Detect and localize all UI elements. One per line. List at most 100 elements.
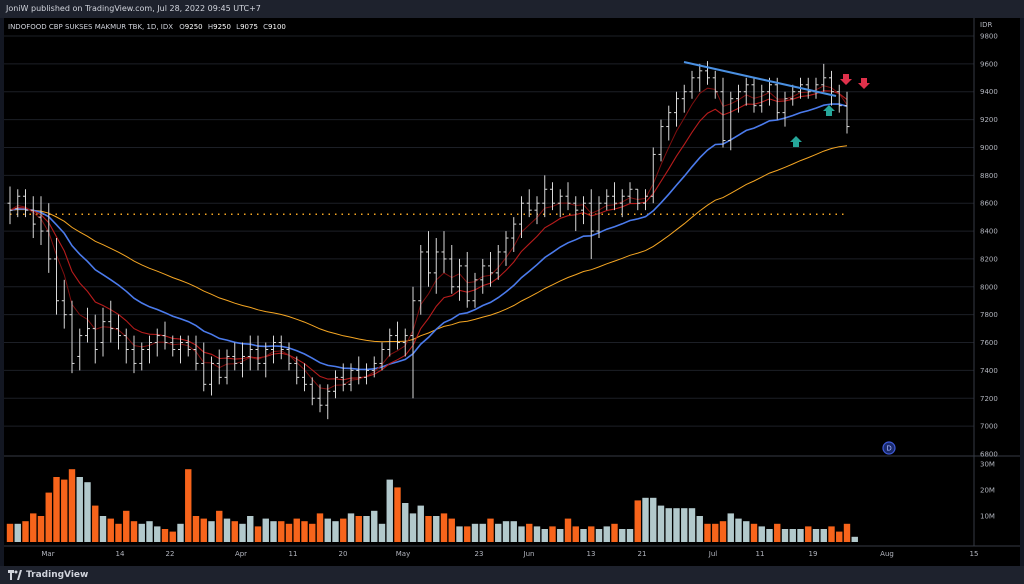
volume-bar xyxy=(37,516,45,542)
volume-bar xyxy=(371,510,378,542)
volume-bar xyxy=(154,526,161,542)
chart-legend[interactable]: INDOFOOD CBP SUKSES MAKMUR TBK, 1D, IDX … xyxy=(8,23,286,31)
volume-bar xyxy=(130,521,138,542)
price-tick-label: 7400 xyxy=(980,367,998,375)
volume-bar xyxy=(704,523,711,542)
chart-frame[interactable]: D INDOFOOD CBP SUKSES MAKMUR TBK, 1D, ID… xyxy=(4,18,1020,566)
volume-bar xyxy=(495,523,502,542)
volume-bar xyxy=(138,523,145,542)
low-label: L xyxy=(236,23,240,31)
brand-name: TradingView xyxy=(26,570,89,580)
volume-bar xyxy=(92,505,99,542)
volume-bar xyxy=(797,529,804,542)
volume-bar xyxy=(99,516,107,542)
close-label: C xyxy=(263,23,268,31)
price-tick-label: 9600 xyxy=(980,60,998,68)
volume-bar xyxy=(564,518,572,542)
volume-bar xyxy=(456,526,463,542)
volume-bar xyxy=(611,523,618,542)
time-tick-label: Jul xyxy=(708,550,718,558)
price-tick-label: 7000 xyxy=(980,423,998,431)
volume-bar xyxy=(146,521,153,542)
volume-bar xyxy=(626,529,634,542)
volume-bar xyxy=(719,521,727,542)
volume-bar xyxy=(812,529,820,542)
volume-bar xyxy=(572,526,579,542)
price-tick-label: 7800 xyxy=(980,311,998,319)
price-tick-label: 7200 xyxy=(980,395,998,403)
volume-bar xyxy=(657,505,665,542)
chart-svg[interactable]: D INDOFOOD CBP SUKSES MAKMUR TBK, 1D, ID… xyxy=(4,18,1020,566)
volume-bar xyxy=(200,518,207,542)
volume-bar xyxy=(781,529,789,542)
volume-bar xyxy=(107,518,114,542)
volume-bar xyxy=(487,518,494,542)
volume-bar xyxy=(650,497,657,542)
volume-bar xyxy=(84,482,91,542)
volume-axis[interactable]: 10M 20M 30M xyxy=(980,461,995,521)
volume-bar xyxy=(208,521,215,542)
time-axis[interactable]: Mar 14 22 Apr 11 20 May 23 Jun 13 21 Jul 11 19 Aug 15 xyxy=(41,550,978,558)
volume-bar xyxy=(688,508,696,542)
volume-bar xyxy=(595,529,603,542)
volume-bar xyxy=(673,508,680,542)
grid xyxy=(4,35,974,427)
volume-bar xyxy=(6,523,14,542)
tradingview-logo-icon xyxy=(8,570,22,580)
volume-bar xyxy=(30,513,37,542)
ma-orange-line xyxy=(9,145,848,343)
ohlc-bars xyxy=(7,61,850,420)
volume-bar xyxy=(293,518,300,542)
volume-bar xyxy=(634,500,641,542)
volume-bar xyxy=(247,516,254,542)
open-value: 9250 xyxy=(185,23,203,31)
close-value: 9100 xyxy=(268,23,286,31)
volume-bar xyxy=(324,518,331,542)
volume-bar xyxy=(541,529,548,542)
time-tick-label: Jun xyxy=(523,550,535,558)
time-tick-label: 15 xyxy=(970,550,979,558)
arrow-up-icon xyxy=(790,136,802,147)
volume-bar xyxy=(169,531,176,542)
volume-bar xyxy=(805,526,812,542)
volume-bar xyxy=(409,513,417,542)
volume-bar xyxy=(417,505,424,542)
volume-bar xyxy=(642,497,649,542)
symbol-name: INDOFOOD CBP SUKSES MAKMUR TBK, 1D, IDX xyxy=(8,23,173,31)
volume-bar xyxy=(758,526,765,542)
volume-bar xyxy=(440,513,448,542)
volume-bar xyxy=(851,536,858,542)
time-tick-label: 20 xyxy=(339,550,348,558)
volume-bar xyxy=(471,523,479,542)
price-tick-label: 9400 xyxy=(980,88,998,96)
volume-bar xyxy=(309,523,316,542)
volume-bar xyxy=(828,526,835,542)
volume-bar xyxy=(735,518,742,542)
price-tick-label: 8200 xyxy=(980,255,998,263)
time-tick-label: 23 xyxy=(475,550,484,558)
trendline[interactable] xyxy=(683,61,837,97)
volume-bar xyxy=(448,518,455,542)
volume-bar xyxy=(262,518,269,542)
price-tick-label: 7600 xyxy=(980,339,998,347)
volume-bar xyxy=(433,516,440,542)
price-tick-label: 8000 xyxy=(980,283,998,291)
price-tick-label: 9200 xyxy=(980,116,998,124)
volume-bar xyxy=(557,529,564,542)
price-tick-label: 6800 xyxy=(980,451,998,459)
volume-bar xyxy=(68,469,76,542)
dividend-marker[interactable]: D xyxy=(882,441,896,455)
ma-red-line-slow xyxy=(9,90,848,381)
open-label: O xyxy=(179,23,185,31)
volume-bar xyxy=(231,521,238,542)
volume-bar xyxy=(533,526,541,542)
volume-bar xyxy=(843,523,851,542)
volume-bar xyxy=(223,518,231,542)
volume-bar xyxy=(278,521,285,542)
volume-bar xyxy=(76,477,83,542)
price-axis[interactable]: 7000 7200 7400 7600 7800 8000 8200 8400 8600 8800… xyxy=(980,33,998,459)
volume-bar xyxy=(518,526,525,542)
high-value: 9250 xyxy=(213,23,231,31)
volume-bar xyxy=(696,516,703,542)
volume-bar xyxy=(681,508,688,542)
